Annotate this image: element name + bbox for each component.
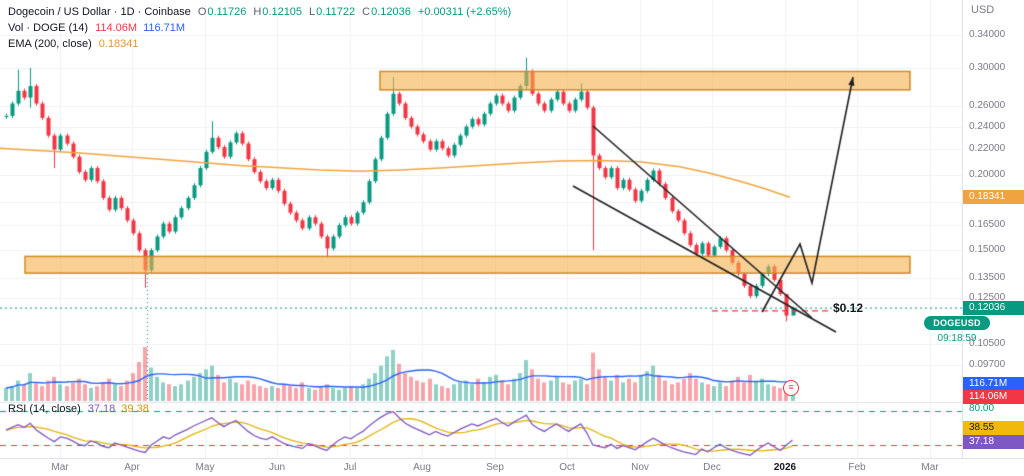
volume-value: 114.06M	[95, 22, 138, 34]
time-axis-label: Mar	[51, 462, 69, 473]
time-axis-label: Sep	[486, 462, 504, 473]
price-tick-label: 0.10500	[969, 338, 1006, 350]
change-value: +0.00311 (+2.65%)	[417, 6, 512, 18]
ema-legend-row: EMA (200, close) 0.18341	[8, 36, 511, 52]
price-tick-label: 0.13500	[969, 271, 1006, 283]
price-tick-label: 0.16500	[969, 219, 1006, 231]
time-axis-label: May	[195, 462, 215, 473]
time-axis-label: 2026	[773, 462, 797, 473]
ohlc-close-key: C	[362, 6, 371, 18]
rsi-value-label: 37.18	[963, 435, 1024, 449]
volume-indicator-label[interactable]: Vol · DOGE (14)	[8, 22, 89, 34]
price-chart-canvas[interactable]	[0, 0, 962, 458]
time-axis-label: Nov	[631, 462, 649, 473]
volume-ma-label: 116.71M	[963, 377, 1024, 391]
symbol-title[interactable]: Dogecoin / US Dollar · 1D · Coinbase	[8, 6, 191, 18]
ohlc-low-key: L	[309, 6, 316, 18]
price-tick-label: 0.20000	[969, 168, 1006, 180]
price-tick-label: 0.12500	[969, 292, 1006, 304]
price-tick-label: 0.26000	[969, 99, 1006, 111]
price-tick-label: 0.30000	[969, 61, 1006, 73]
rsi-value: 37.18	[87, 403, 116, 415]
time-axis-label: Apr	[124, 462, 140, 473]
rsi-indicator-label[interactable]: RSI (14, close)	[8, 403, 81, 415]
ema-indicator-label[interactable]: EMA (200, close)	[8, 38, 92, 50]
ema-value: 0.18341	[98, 38, 139, 50]
price-tick-label: 0.15000	[969, 244, 1006, 256]
price-tick-label: 0.24000	[969, 120, 1006, 132]
rsi-upper-band-label: 80.00	[969, 403, 995, 414]
time-axis-label: Jul	[343, 462, 357, 473]
rsi-ma-value: 39.38	[121, 403, 149, 415]
ohlc-open-key: O	[197, 6, 207, 18]
time-axis-label: Jun	[268, 462, 286, 473]
volume-value-label: 114.06M	[963, 390, 1024, 404]
axis-currency-label: USD	[971, 4, 995, 16]
volume-ma-value: 116.71M	[143, 22, 186, 34]
volume-legend-row: Vol · DOGE (14) 114.06M 116.71M	[8, 20, 511, 36]
ohlc-low-value: 0.11722	[316, 6, 356, 18]
price-tick-label: 0.09700	[969, 358, 1006, 370]
time-axis-label: Dec	[703, 462, 721, 473]
price-axis[interactable]: USD 0.18341 0.12036 116.71M 114.06M 80.0…	[962, 0, 1024, 458]
ohlc-open-value: 0.11726	[207, 6, 247, 18]
price-tick-label: 0.34000	[969, 29, 1006, 40]
time-axis-label: Feb	[848, 462, 866, 473]
price-target-annotation[interactable]: $0.12	[833, 301, 864, 315]
symbol-legend-row: Dogecoin / US Dollar · 1D · Coinbase O0.1…	[8, 4, 511, 20]
ohlc-high-value: 0.12105	[262, 6, 303, 18]
chart-legend: Dogecoin / US Dollar · 1D · Coinbase O0.1…	[8, 4, 511, 52]
time-axis-label: Oct	[559, 462, 575, 473]
time-axis-label: Mar	[921, 462, 939, 473]
price-tick-label: 0.22000	[969, 143, 1006, 155]
ohlc-close-value: 0.12036	[371, 6, 411, 18]
candle-countdown: 09:18:59	[937, 333, 977, 344]
time-axis-label: Aug	[413, 462, 431, 473]
symbol-badge[interactable]: DOGEUSD	[924, 316, 990, 330]
rsi-legend-row: RSI (14, close) 37.18 39.38	[8, 403, 149, 415]
ema-price-label: 0.18341	[963, 190, 1024, 204]
rsi-ma-label: 38.55	[963, 421, 1024, 435]
ohlc-high-key: H	[253, 6, 262, 18]
time-axis[interactable]: Mar Apr May Jun Jul Aug Sep Oct Nov Dec 2026 Feb Mar	[0, 458, 1024, 476]
alert-icon[interactable]: ≡	[783, 380, 799, 396]
last-price-label: 0.12036	[963, 301, 1024, 315]
